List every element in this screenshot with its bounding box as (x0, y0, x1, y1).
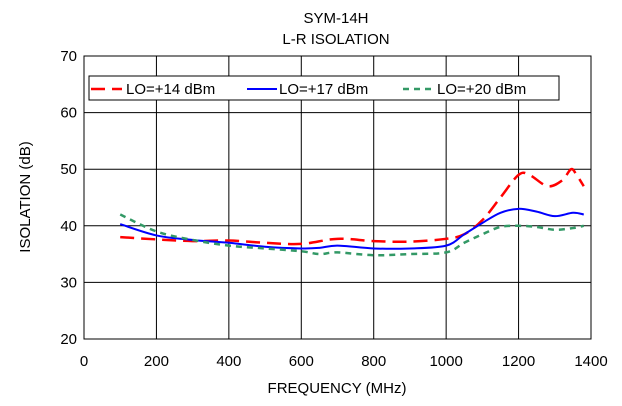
legend-label-lo-17dbm: LO=+17 dBm (279, 81, 368, 98)
series-line-lo-17dbm (119, 207, 584, 250)
legend: LO=+14 dBm LO=+17 dBm LO=+20 dBm (88, 75, 560, 101)
y-tick-label: 20 (60, 331, 77, 348)
series-lines (119, 167, 585, 257)
legend-label-lo-20dbm: LO=+20 dBm (437, 81, 526, 98)
series-line-lo-20dbm (119, 213, 585, 257)
y-tick-label: 50 (60, 161, 77, 178)
x-tick-label: 600 (289, 353, 314, 370)
series-line-lo-14dbm (120, 167, 585, 246)
x-axis-label: FREQUENCY (MHz) (268, 380, 407, 397)
x-tick-labels: 0 200 400 600 800 1000 1200 1400 (80, 353, 608, 370)
chart-title: SYM-14H (303, 10, 368, 27)
plot-area (83, 55, 592, 340)
y-tick-label: 60 (60, 105, 77, 122)
y-axis-label: ISOLATION (dB) (17, 141, 34, 252)
y-tick-labels: 20 30 40 50 60 70 (60, 48, 77, 348)
legend-label-lo-14dbm: LO=+14 dBm (126, 81, 215, 98)
y-tick-label: 70 (60, 48, 77, 65)
legend-box (88, 75, 560, 101)
x-tick-label: 200 (144, 353, 169, 370)
chart-subtitle: L-R ISOLATION (282, 31, 389, 48)
y-tick-label: 30 (60, 274, 77, 291)
grid (83, 55, 592, 340)
x-tick-label: 0 (80, 353, 88, 370)
x-tick-label: 400 (216, 353, 241, 370)
x-tick-label: 1400 (574, 353, 607, 370)
x-tick-label: 1200 (502, 353, 535, 370)
x-tick-label: 1000 (429, 353, 462, 370)
y-tick-label: 40 (60, 218, 77, 235)
x-tick-label: 800 (361, 353, 386, 370)
